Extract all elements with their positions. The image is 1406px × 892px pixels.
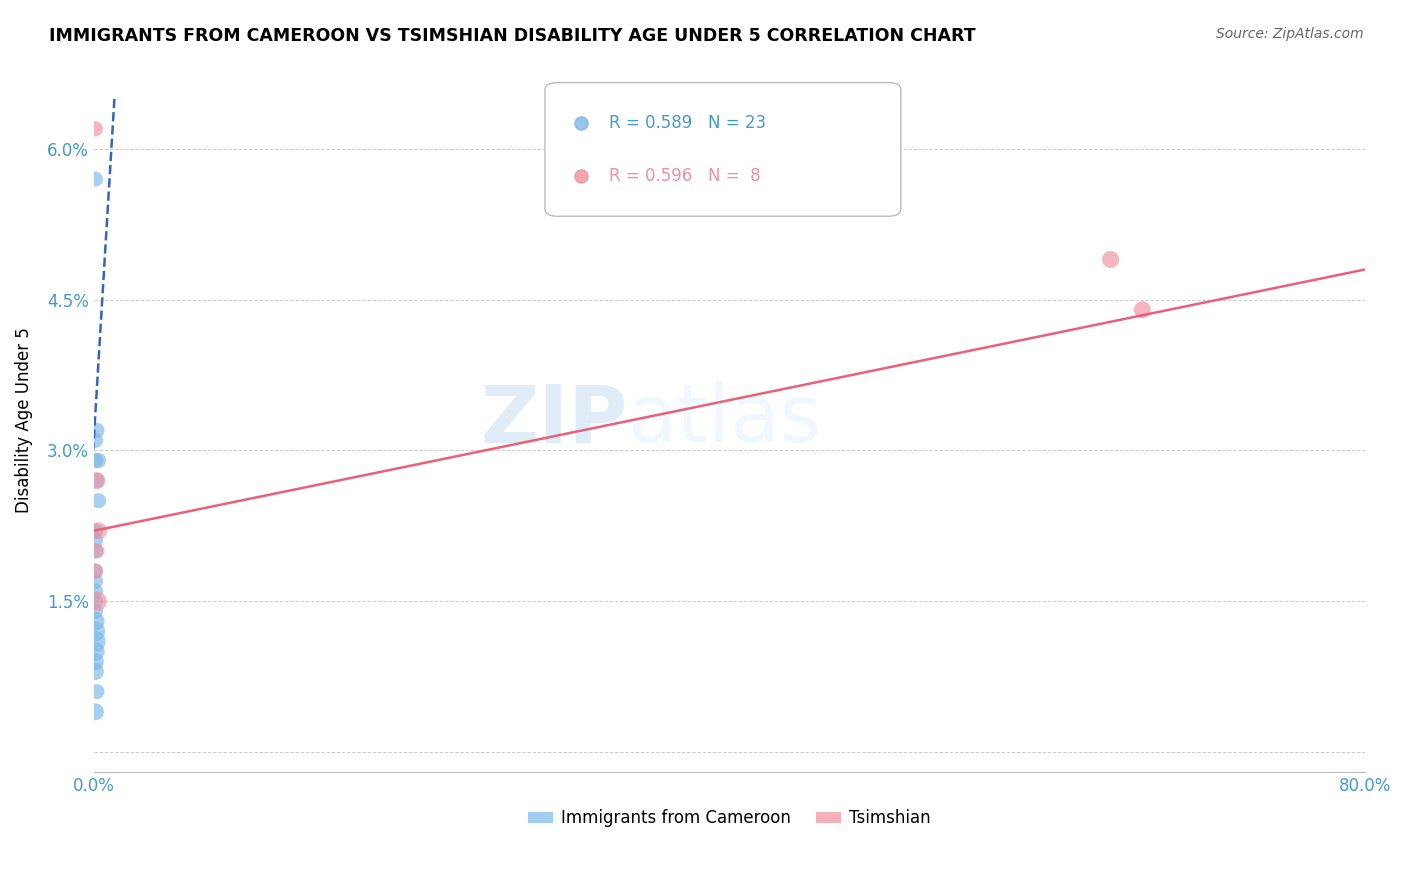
Text: Source: ZipAtlas.com: Source: ZipAtlas.com bbox=[1216, 27, 1364, 41]
FancyBboxPatch shape bbox=[546, 83, 901, 216]
Point bbox=[84, 564, 107, 578]
Point bbox=[84, 564, 107, 578]
Point bbox=[84, 655, 107, 669]
Point bbox=[84, 533, 107, 548]
Point bbox=[87, 493, 110, 508]
Point bbox=[86, 544, 108, 558]
Point bbox=[84, 524, 107, 538]
Text: ZIP: ZIP bbox=[481, 381, 627, 459]
Text: R = 0.589   N = 23: R = 0.589 N = 23 bbox=[609, 114, 766, 132]
Point bbox=[1099, 252, 1122, 267]
Point bbox=[86, 684, 108, 698]
Point bbox=[84, 574, 107, 588]
Point bbox=[84, 644, 107, 658]
Point bbox=[84, 584, 107, 599]
Point bbox=[84, 544, 107, 558]
Legend: Immigrants from Cameroon, Tsimshian: Immigrants from Cameroon, Tsimshian bbox=[522, 803, 938, 834]
Point bbox=[84, 121, 107, 136]
Point bbox=[84, 594, 107, 608]
Point bbox=[1132, 302, 1154, 317]
Point bbox=[87, 453, 110, 467]
Point bbox=[86, 423, 108, 437]
Point bbox=[84, 453, 107, 467]
Point bbox=[84, 705, 107, 719]
Text: atlas: atlas bbox=[627, 381, 823, 459]
Point bbox=[84, 624, 107, 639]
Text: R = 0.596   N =  8: R = 0.596 N = 8 bbox=[609, 167, 761, 185]
Text: IMMIGRANTS FROM CAMEROON VS TSIMSHIAN DISABILITY AGE UNDER 5 CORRELATION CHART: IMMIGRANTS FROM CAMEROON VS TSIMSHIAN DI… bbox=[49, 27, 976, 45]
Point bbox=[84, 665, 107, 679]
Point bbox=[86, 594, 108, 608]
Point bbox=[84, 434, 107, 448]
Point bbox=[84, 604, 107, 618]
Point bbox=[84, 634, 107, 648]
Y-axis label: Disability Age Under 5: Disability Age Under 5 bbox=[15, 327, 32, 513]
Point bbox=[87, 524, 110, 538]
Point bbox=[84, 172, 107, 186]
Point bbox=[84, 615, 107, 629]
Point bbox=[86, 474, 108, 488]
Point bbox=[86, 474, 108, 488]
